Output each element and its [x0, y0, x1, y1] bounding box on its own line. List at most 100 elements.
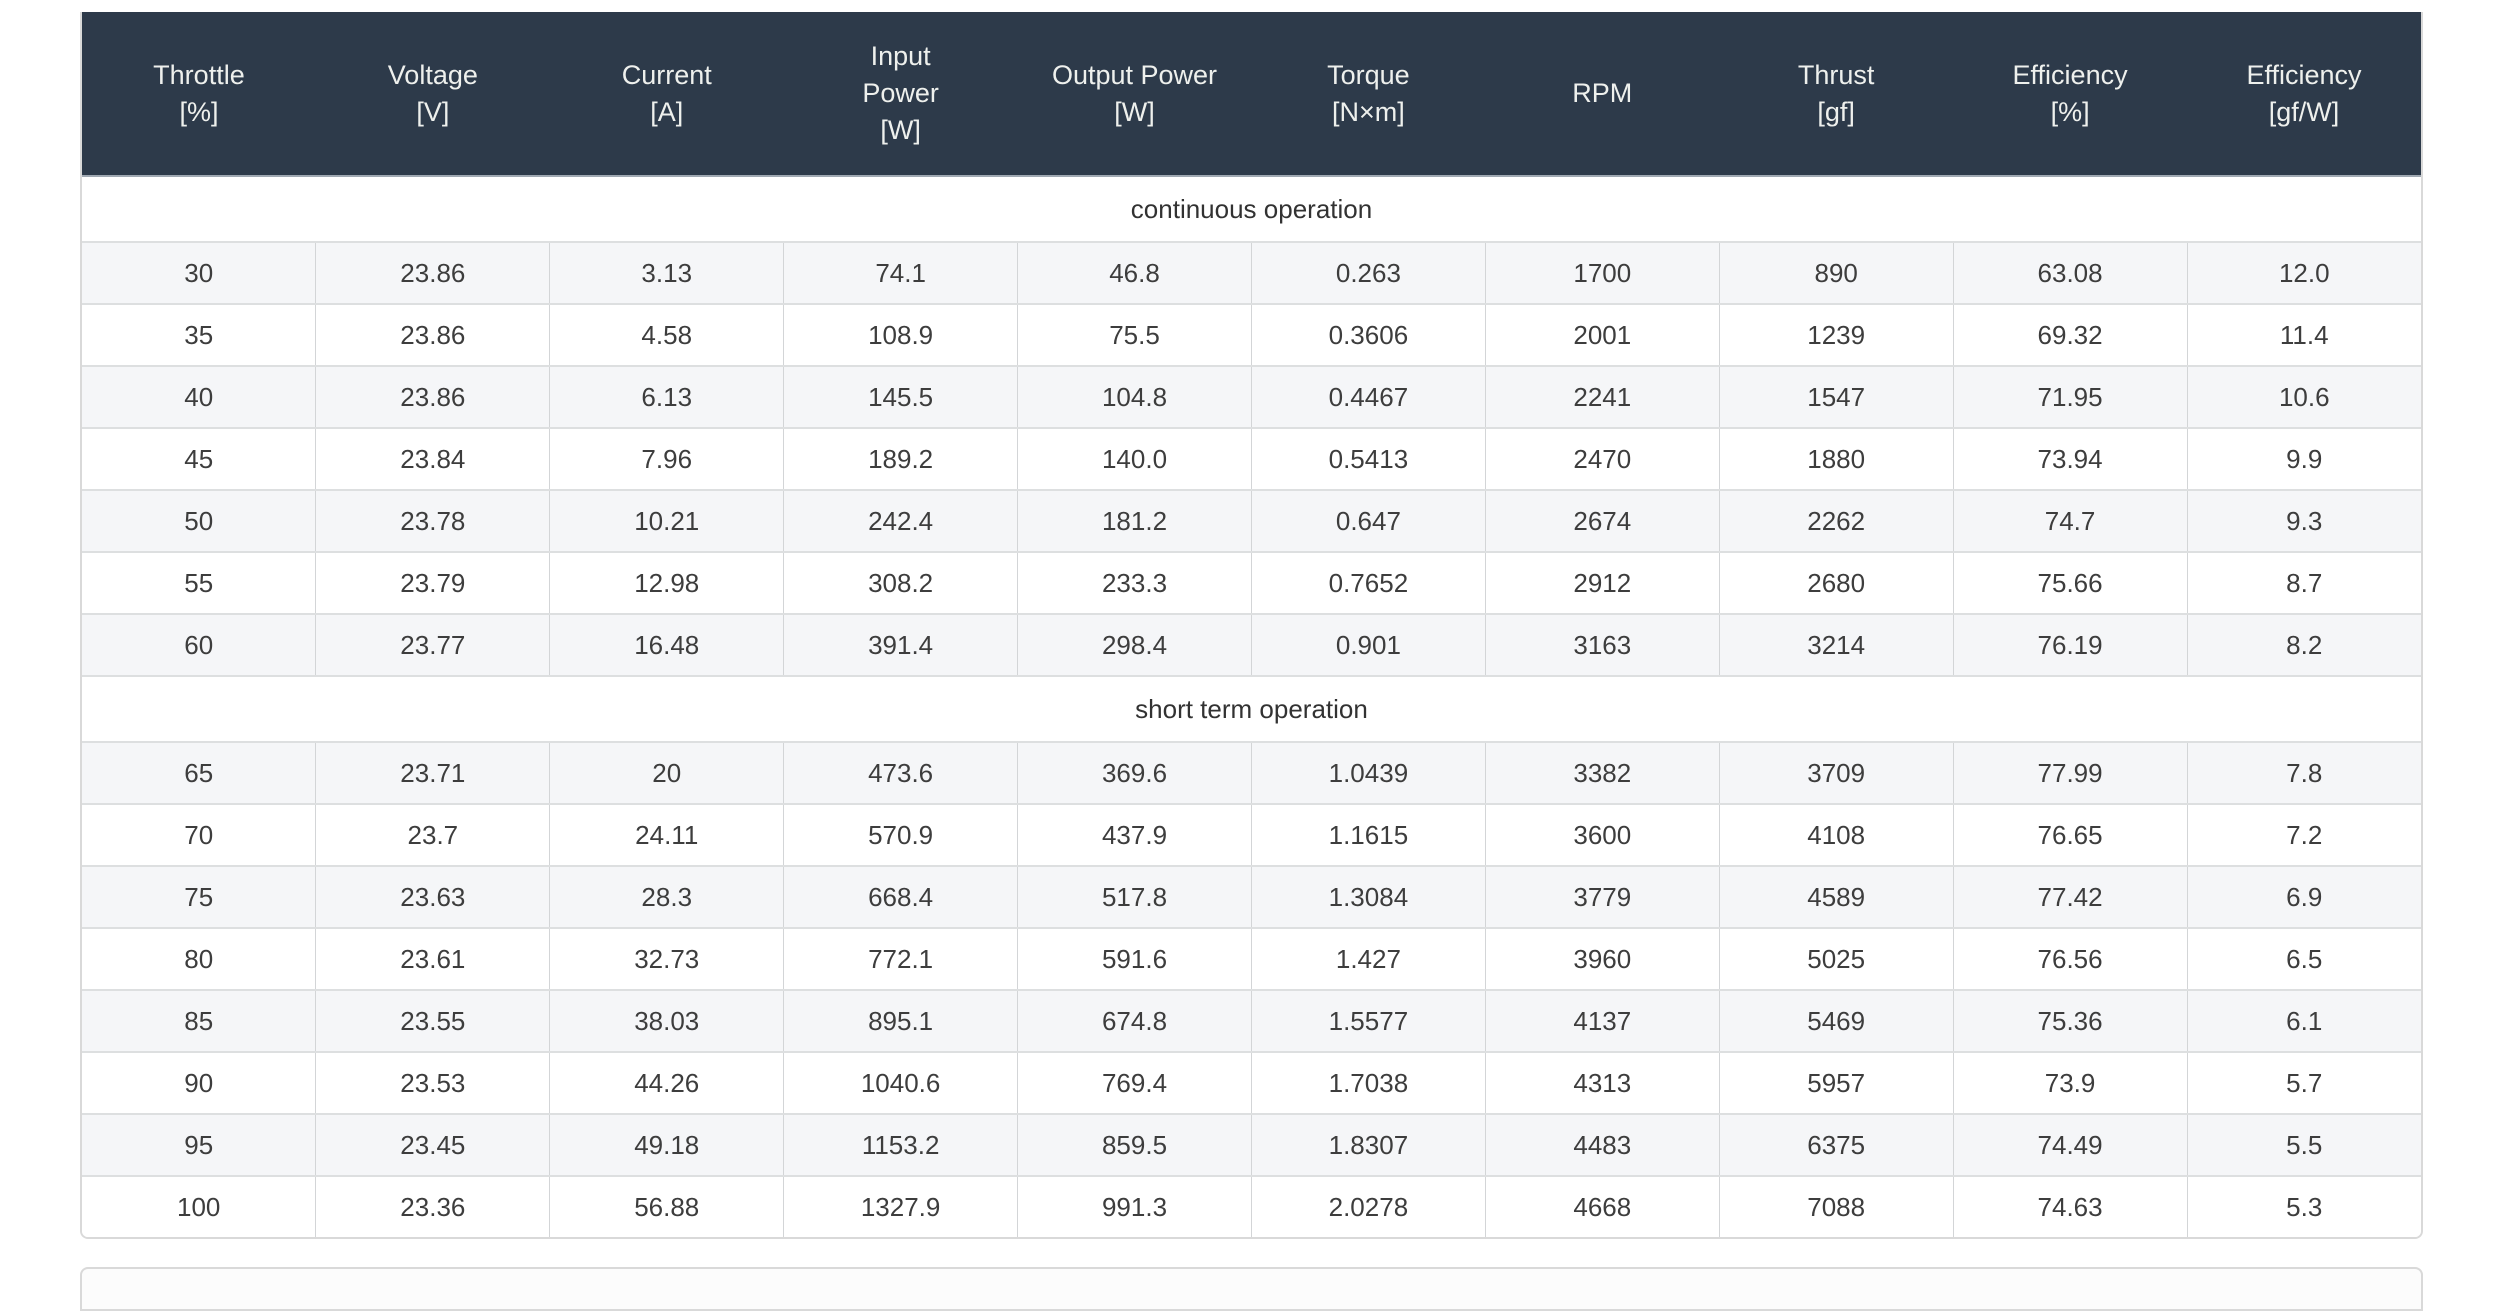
- cell-throttle: 80: [82, 928, 317, 991]
- cell-rpm: 4483: [1484, 1114, 1720, 1177]
- cell-torque: 0.647: [1250, 490, 1486, 553]
- cell-input-power: 145.5: [783, 366, 1019, 429]
- motor-test-table: Throttle [%] Voltage [V] Current [A] Input …: [82, 12, 2421, 1237]
- cell-efficiency-gfw: 6.1: [2186, 990, 2421, 1053]
- cell-throttle: 45: [82, 428, 317, 491]
- cell-output-power: 298.4: [1017, 614, 1252, 677]
- cell-rpm: 4137: [1484, 990, 1720, 1053]
- table-row-throttle-35: 35 23.86 4.58 108.9 75.5 0.3606 2001 1239 69.32 1…: [82, 304, 2421, 367]
- cell-output-power: 233.3: [1017, 552, 1252, 615]
- cell-throttle: 30: [82, 242, 317, 305]
- cell-current: 10.21: [549, 490, 785, 553]
- cell-voltage: 23.36: [315, 1176, 551, 1237]
- cell-efficiency-pct: 76.19: [1952, 614, 2188, 677]
- table-row-throttle-40: 40 23.86 6.13 145.5 104.8 0.4467 2241 1547 71.95…: [82, 366, 2421, 429]
- cell-rpm: 3600: [1484, 804, 1720, 867]
- cell-voltage: 23.45: [315, 1114, 551, 1177]
- cell-efficiency-gfw: 8.7: [2186, 552, 2421, 615]
- cell-voltage: 23.84: [315, 428, 551, 491]
- cell-current: 44.26: [549, 1052, 785, 1115]
- cell-thrust: 4108: [1718, 804, 1954, 867]
- table-row-throttle-95: 95 23.45 49.18 1153.2 859.5 1.8307 4483 6375 74.…: [82, 1114, 2421, 1177]
- cell-voltage: 23.53: [315, 1052, 551, 1115]
- cell-rpm: 3382: [1484, 742, 1720, 805]
- table-row-throttle-65: 65 23.71 20 473.6 369.6 1.0439 3382 3709 77.99 7.…: [82, 742, 2421, 805]
- col-header-voltage: Voltage [V]: [315, 12, 550, 177]
- cell-efficiency-pct: 69.32: [1952, 304, 2188, 367]
- cell-input-power: 1040.6: [783, 1052, 1019, 1115]
- section-short-term-operation: short term operation 65 23.71 20 473.6 369.6 1…: [82, 676, 2421, 1237]
- cell-torque: 1.7038: [1250, 1052, 1486, 1115]
- cell-throttle: 100: [82, 1176, 317, 1237]
- cell-throttle: 35: [82, 304, 317, 367]
- col-header-throttle: Throttle [%]: [82, 12, 316, 177]
- cell-efficiency-gfw: 12.0: [2186, 242, 2421, 305]
- cell-voltage: 23.71: [315, 742, 551, 805]
- cell-voltage: 23.86: [315, 304, 551, 367]
- cell-input-power: 895.1: [783, 990, 1019, 1053]
- cell-rpm: 2912: [1484, 552, 1720, 615]
- cell-output-power: 46.8: [1017, 242, 1252, 305]
- table-row-throttle-30: 30 23.86 3.13 74.1 46.8 0.263 1700 890 63.08 12.0: [82, 242, 2421, 305]
- cell-torque: 1.427: [1250, 928, 1486, 991]
- cell-efficiency-gfw: 8.2: [2186, 614, 2421, 677]
- cell-torque: 1.5577: [1250, 990, 1486, 1053]
- cell-current: 28.3: [549, 866, 785, 929]
- cell-current: 24.11: [549, 804, 785, 867]
- cell-thrust: 4589: [1718, 866, 1954, 929]
- cell-current: 49.18: [549, 1114, 785, 1177]
- cell-input-power: 308.2: [783, 552, 1019, 615]
- cell-input-power: 570.9: [783, 804, 1019, 867]
- cell-throttle: 60: [82, 614, 317, 677]
- cell-thrust: 5957: [1718, 1052, 1954, 1115]
- cell-thrust: 3709: [1718, 742, 1954, 805]
- cell-efficiency-gfw: 7.2: [2186, 804, 2421, 867]
- cell-thrust: 5025: [1718, 928, 1954, 991]
- cell-throttle: 85: [82, 990, 317, 1053]
- cell-efficiency-pct: 75.36: [1952, 990, 2188, 1053]
- cell-output-power: 181.2: [1017, 490, 1252, 553]
- table-row-throttle-45: 45 23.84 7.96 189.2 140.0 0.5413 2470 1880 73.94…: [82, 428, 2421, 491]
- table-row-throttle-70: 70 23.7 24.11 570.9 437.9 1.1615 3600 4108 76.65…: [82, 804, 2421, 867]
- cell-output-power: 104.8: [1017, 366, 1252, 429]
- cell-input-power: 668.4: [783, 866, 1019, 929]
- cell-torque: 1.8307: [1250, 1114, 1486, 1177]
- cell-torque: 1.1615: [1250, 804, 1486, 867]
- cell-rpm: 1700: [1484, 242, 1720, 305]
- cell-current: 12.98: [549, 552, 785, 615]
- cell-rpm: 3960: [1484, 928, 1720, 991]
- cell-current: 20: [549, 742, 785, 805]
- cell-efficiency-gfw: 5.5: [2186, 1114, 2421, 1177]
- cell-efficiency-pct: 77.42: [1952, 866, 2188, 929]
- table-row-throttle-55: 55 23.79 12.98 308.2 233.3 0.7652 2912 2680 75.6…: [82, 552, 2421, 615]
- cell-torque: 0.5413: [1250, 428, 1486, 491]
- cell-output-power: 674.8: [1017, 990, 1252, 1053]
- table-row-throttle-75: 75 23.63 28.3 668.4 517.8 1.3084 3779 4589 77.42…: [82, 866, 2421, 929]
- cell-voltage: 23.61: [315, 928, 551, 991]
- cell-rpm: 4668: [1484, 1176, 1720, 1237]
- cell-voltage: 23.63: [315, 866, 551, 929]
- cell-torque: 0.4467: [1250, 366, 1486, 429]
- cell-input-power: 74.1: [783, 242, 1019, 305]
- cell-thrust: 3214: [1718, 614, 1954, 677]
- section-header-row-short-term-operation: short term operation: [82, 676, 2421, 743]
- cell-efficiency-gfw: 9.3: [2186, 490, 2421, 553]
- cell-rpm: 2001: [1484, 304, 1720, 367]
- cell-efficiency-pct: 74.63: [1952, 1176, 2188, 1237]
- cell-throttle: 95: [82, 1114, 317, 1177]
- cell-current: 3.13: [549, 242, 785, 305]
- cell-current: 56.88: [549, 1176, 785, 1237]
- cell-rpm: 4313: [1484, 1052, 1720, 1115]
- cell-thrust: 1547: [1718, 366, 1954, 429]
- cell-thrust: 1880: [1718, 428, 1954, 491]
- cell-torque: 1.0439: [1250, 742, 1486, 805]
- table-row-throttle-85: 85 23.55 38.03 895.1 674.8 1.5577 4137 5469 75.3…: [82, 990, 2421, 1053]
- section-title: continuous operation: [82, 176, 2421, 243]
- cell-input-power: 473.6: [783, 742, 1019, 805]
- cell-output-power: 591.6: [1017, 928, 1252, 991]
- cell-efficiency-gfw: 6.5: [2186, 928, 2421, 991]
- cell-efficiency-pct: 74.7: [1952, 490, 2188, 553]
- cell-output-power: 769.4: [1017, 1052, 1252, 1115]
- cell-input-power: 189.2: [783, 428, 1019, 491]
- cell-efficiency-pct: 76.65: [1952, 804, 2188, 867]
